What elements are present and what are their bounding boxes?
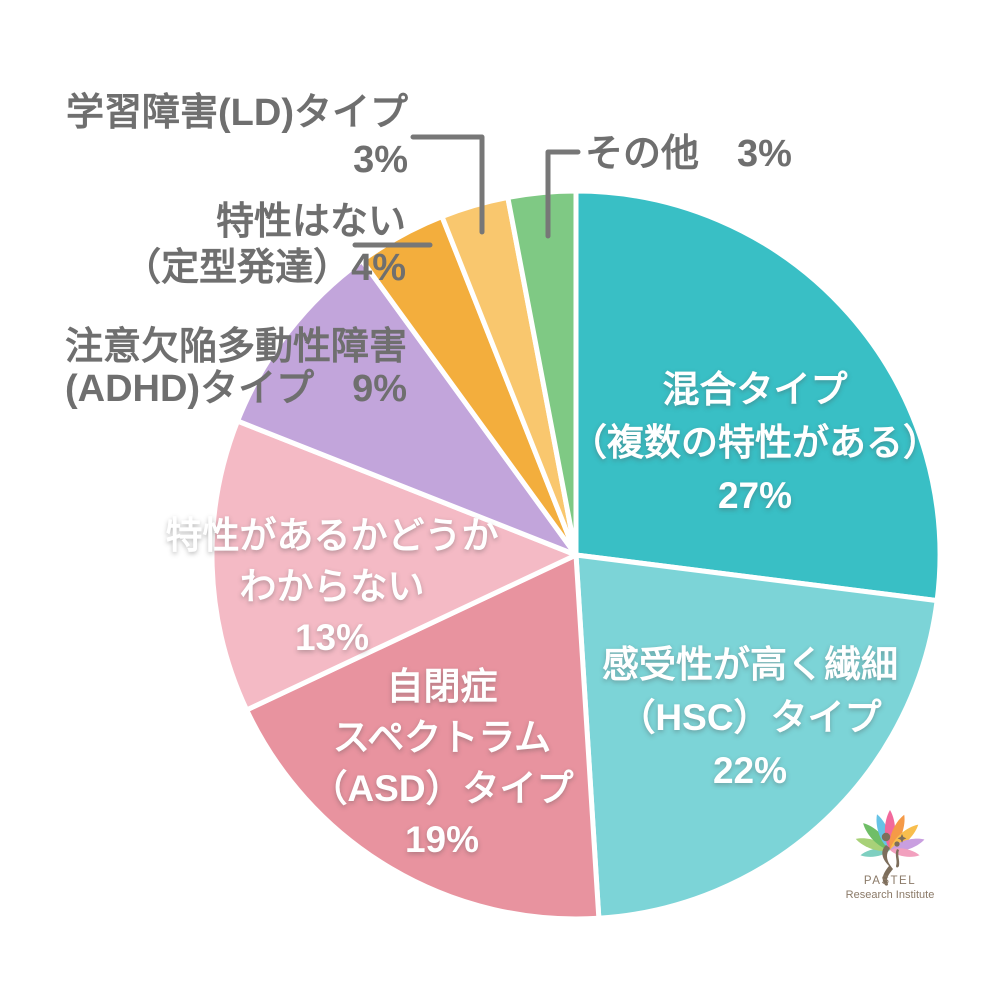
pastel-research-institute-logo: PASTEL Research Institute (846, 809, 935, 901)
pie-slice-7 (505, 188, 579, 558)
slice-label-4-line-0: 注意欠陥多動性障害 (64, 326, 407, 368)
slice-label-3-line-0: 特性があるかどうか (165, 515, 499, 556)
slice-label-1-line-1: （HSC）タイプ (618, 697, 882, 738)
slice-label-6-line-1: 3% (353, 139, 408, 181)
pie-slice-4 (235, 258, 579, 558)
slice-label-0-line-1: （複数の特性がある） (570, 422, 940, 463)
leader-line-6 (410, 134, 485, 235)
slice-label-4-line-1: (ADHD)タイプ 9% (64, 368, 407, 410)
logo-petal-1 (855, 838, 890, 851)
slice-label-1: 感受性が高く繊細 （HSC）タイプ 22% (602, 638, 898, 797)
logo-person-icon (881, 832, 907, 886)
slice-label-2-line-0: 自閉症 (386, 666, 498, 707)
slice-label-7-line-0: その他 3% (585, 133, 792, 175)
slice-label-0-line-0: 混合タイプ (662, 369, 848, 410)
logo-petal-2 (863, 823, 890, 850)
slice-label-7: その他 3% (585, 133, 792, 175)
logo-petal-5 (889, 814, 905, 850)
slice-label-5: 特性はない （定型発達）4% (123, 199, 406, 291)
slice-label-2: 自閉症スペクトラム （ASD）タイプ 19% (310, 661, 573, 865)
slice-label-5-line-0: 特性はない (215, 201, 406, 243)
pie-slice-2 (244, 552, 602, 922)
pie-slice-0 (573, 188, 943, 604)
logo-petal-7 (890, 838, 925, 852)
slice-label-1-line-2: 22% (712, 750, 788, 791)
pie-slices (209, 188, 943, 922)
slice-label-2-line-1: スペクトラム (332, 717, 552, 758)
leader-lines (352, 134, 581, 248)
slice-label-2-line-2: （ASD）タイプ (310, 768, 574, 809)
pie-slice-3 (209, 418, 579, 713)
slice-label-2-line-3: 19% (404, 819, 480, 860)
slice-label-6-line-0: 学習障害(LD)タイプ (66, 92, 408, 134)
slice-label-6: 学習障害(LD)タイプ 3% (66, 90, 408, 184)
pie-slice-1 (573, 552, 940, 921)
slice-label-3-line-2: 13% (294, 617, 370, 658)
slice-label-3: 特性があるかどうか わからない 13% (166, 510, 499, 663)
slice-label-0: 混合タイプ （複数の特性がある） 27% (570, 363, 940, 522)
logo-subtitle: Research Institute (846, 889, 935, 901)
slice-label-3-line-1: わからない (239, 566, 425, 607)
slice-label-1-line-0: 感受性が高く繊細 (602, 644, 898, 685)
leader-line-7 (545, 149, 581, 239)
logo-flower-petals-icon (855, 809, 925, 857)
slice-label-4: 注意欠陥多動性障害 (ADHD)タイプ 9% (65, 326, 407, 410)
slice-label-0-line-2: 27% (717, 475, 793, 516)
logo-title: PASTEL (864, 875, 916, 887)
slice-label-5-line-1: （定型発達）4% (123, 247, 406, 289)
